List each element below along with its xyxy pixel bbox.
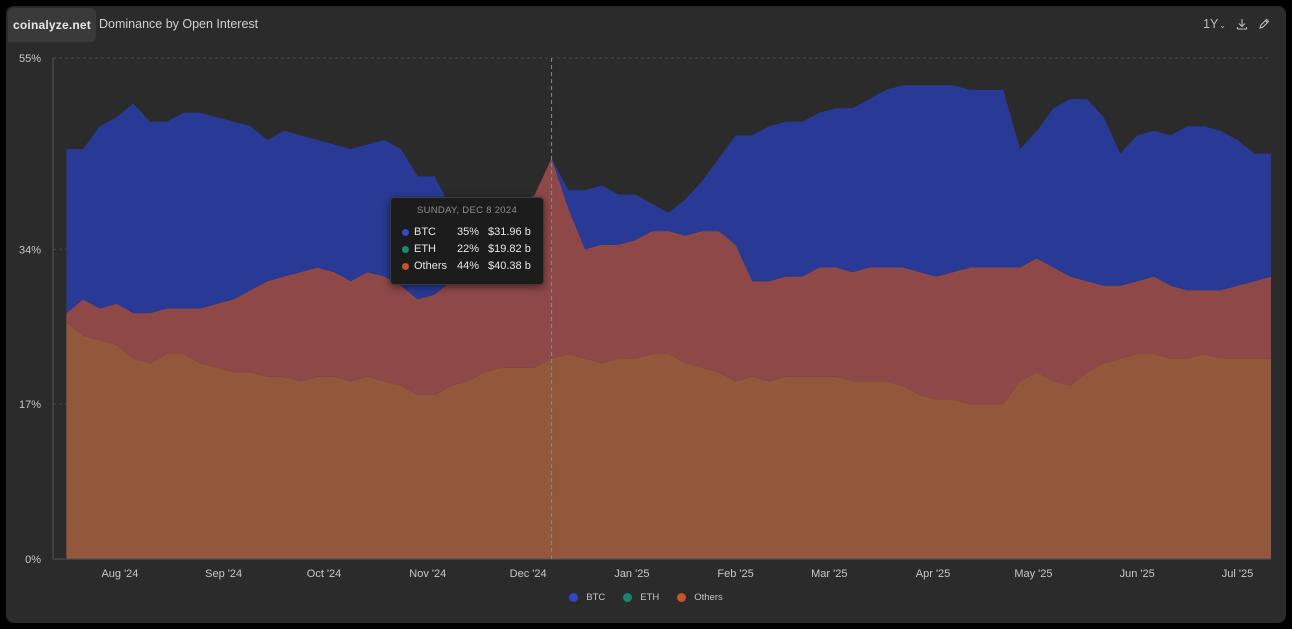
area-others[interactable] xyxy=(66,322,1271,559)
eth-dot-icon xyxy=(402,246,409,253)
x-tick-label: Aug '24 xyxy=(101,568,138,580)
time-range-label: 1Y xyxy=(1203,17,1219,31)
tooltip-series-value: $31.96 b xyxy=(488,226,531,238)
tooltip-series-name: BTC xyxy=(414,226,436,238)
chevron-down-icon: ⌄ xyxy=(1219,21,1226,30)
legend-item-others[interactable]: Others xyxy=(677,592,723,603)
tooltip-series-pct: 22% xyxy=(457,243,480,255)
tooltip-date: SUNDAY, DEC 8 2024 xyxy=(416,205,518,216)
time-range-select[interactable]: 1Y⌄ xyxy=(1203,17,1226,31)
y-tick-label: 17% xyxy=(19,399,41,411)
y-tick-label: 55% xyxy=(19,53,41,65)
area-btc[interactable] xyxy=(66,85,1271,314)
x-tick-label: May '25 xyxy=(1014,568,1052,580)
legend-label: ETH xyxy=(640,592,660,603)
tooltip-series-pct: 44% xyxy=(457,260,480,272)
tooltip-series-pct: 35% xyxy=(457,226,480,238)
brand-logo[interactable]: coinalyze.net xyxy=(8,8,96,42)
x-tick-label: Dec '24 xyxy=(510,568,547,580)
tooltip-row-others: Others 44% $40.38 b xyxy=(402,260,532,274)
x-tick-label: Apr '25 xyxy=(916,568,951,580)
chart-panel: 0% 17% 34% 55% Aug '24 Sep '24 Oct '24 Nov '24 D… xyxy=(6,6,1286,623)
axes: 0% 17% 34% 55% Aug '24 Sep '24 Oct '24 Nov '24 D… xyxy=(19,53,1271,580)
eth-legend-dot-icon xyxy=(623,593,633,602)
tooltip-series-name: ETH xyxy=(414,243,436,255)
chart-toolbar: 1Y⌄ xyxy=(1203,17,1270,31)
pen-icon[interactable] xyxy=(1258,18,1270,30)
download-icon[interactable] xyxy=(1236,18,1248,30)
tooltip-series-name: Others xyxy=(414,260,448,272)
legend-item-eth[interactable]: ETH xyxy=(623,592,659,603)
dominance-chart[interactable]: 0% 17% 34% 55% Aug '24 Sep '24 Oct '24 Nov '24 D… xyxy=(6,6,1286,623)
legend-label: Others xyxy=(694,592,723,603)
others-legend-dot-icon xyxy=(677,593,687,602)
area-series xyxy=(66,85,1271,559)
y-tick-label: 34% xyxy=(19,244,41,256)
x-tick-label: Jun '25 xyxy=(1120,568,1155,580)
y-tick-label: 0% xyxy=(25,554,41,566)
tooltip-series-value: $19.82 b xyxy=(488,243,531,255)
btc-dot-icon xyxy=(402,229,409,236)
x-tick-label: Jul '25 xyxy=(1222,568,1253,580)
hover-tooltip: SUNDAY, DEC 8 2024 BTC 35% $31.96 b ETH … xyxy=(390,197,544,285)
x-tick-label: Sep '24 xyxy=(205,568,242,580)
x-tick-label: Jan '25 xyxy=(614,568,649,580)
area-eth[interactable] xyxy=(66,158,1271,405)
legend-label: BTC xyxy=(586,592,606,603)
tooltip-row-btc: BTC 35% $31.96 b xyxy=(402,226,532,240)
x-tick-label: Nov '24 xyxy=(409,568,446,580)
legend-item-btc[interactable]: BTC xyxy=(569,592,605,603)
x-tick-label: Feb '25 xyxy=(717,568,753,580)
x-tick-label: Oct '24 xyxy=(307,568,342,580)
btc-legend-dot-icon xyxy=(569,593,579,602)
chart-title: Dominance by Open Interest xyxy=(99,17,259,31)
tooltip-row-eth: ETH 22% $19.82 b xyxy=(402,243,532,257)
others-dot-icon xyxy=(402,263,409,270)
tooltip-series-value: $40.38 b xyxy=(488,260,531,272)
x-tick-label: Mar '25 xyxy=(811,568,847,580)
chart-legend: BTC ETH Others xyxy=(6,592,1286,603)
